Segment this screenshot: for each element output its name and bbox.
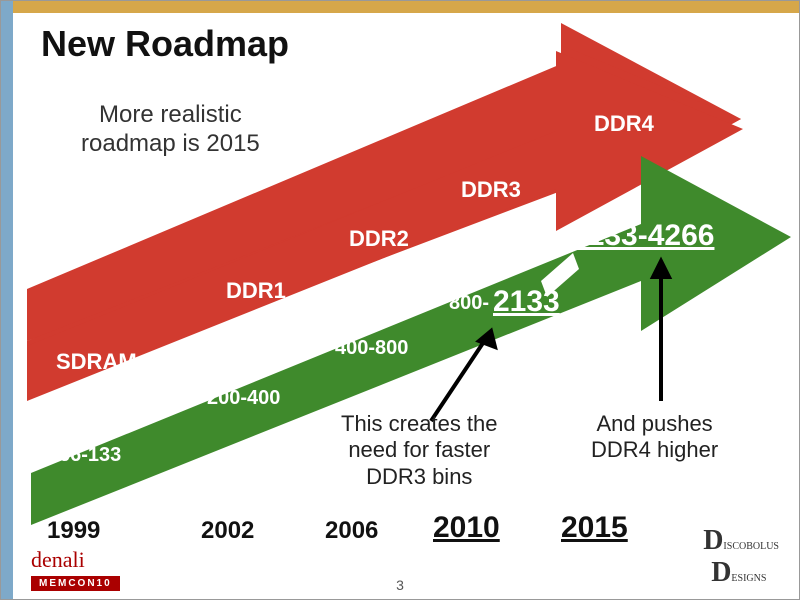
green-label-5: 2133-4266 [571, 219, 714, 252]
green-label-0: 66-133 [59, 444, 121, 466]
roadmap-diagram: SDRAM DDR1 DDR2 DDR3 DDR4 66-133 200-400… [1, 1, 800, 600]
year-2006: 2006 [325, 517, 378, 545]
red-label-ddr1: DDR1 [226, 278, 286, 303]
red-label-ddr3: DDR3 [461, 177, 521, 202]
annotation-1: This creates the need for faster DDR3 bi… [341, 411, 498, 490]
red-label-ddr4: DDR4 [594, 111, 655, 136]
red-label-sdram: SDRAM [56, 349, 137, 374]
year-2002: 2002 [201, 517, 254, 545]
annot1-l1: This creates the [341, 411, 498, 436]
annot2-l2: DDR4 higher [591, 437, 718, 462]
year-2010: 2010 [433, 511, 500, 545]
green-label-3: 800- [449, 292, 489, 314]
slide-number: 3 [396, 577, 404, 593]
annot1-l2: need for faster [348, 437, 490, 462]
green-label-4: 2133 [493, 285, 560, 318]
green-label-2: 400-800 [335, 337, 408, 359]
slide: New Roadmap More realistic roadmap is 20… [0, 0, 800, 600]
annot1-l3: DDR3 bins [366, 464, 472, 489]
green-label-1: 200-400 [207, 387, 280, 409]
denali-logo: denali [31, 547, 85, 573]
red-label-ddr2: DDR2 [349, 226, 409, 251]
year-2015: 2015 [561, 511, 628, 545]
annotation-2: And pushes DDR4 higher [591, 411, 718, 464]
memcon-badge: MEMCON10 [31, 576, 120, 591]
discobolus-logo: DISCOBOLUS DESIGNS [703, 525, 779, 589]
annot2-l1: And pushes [596, 411, 712, 436]
year-1999: 1999 [47, 517, 100, 545]
